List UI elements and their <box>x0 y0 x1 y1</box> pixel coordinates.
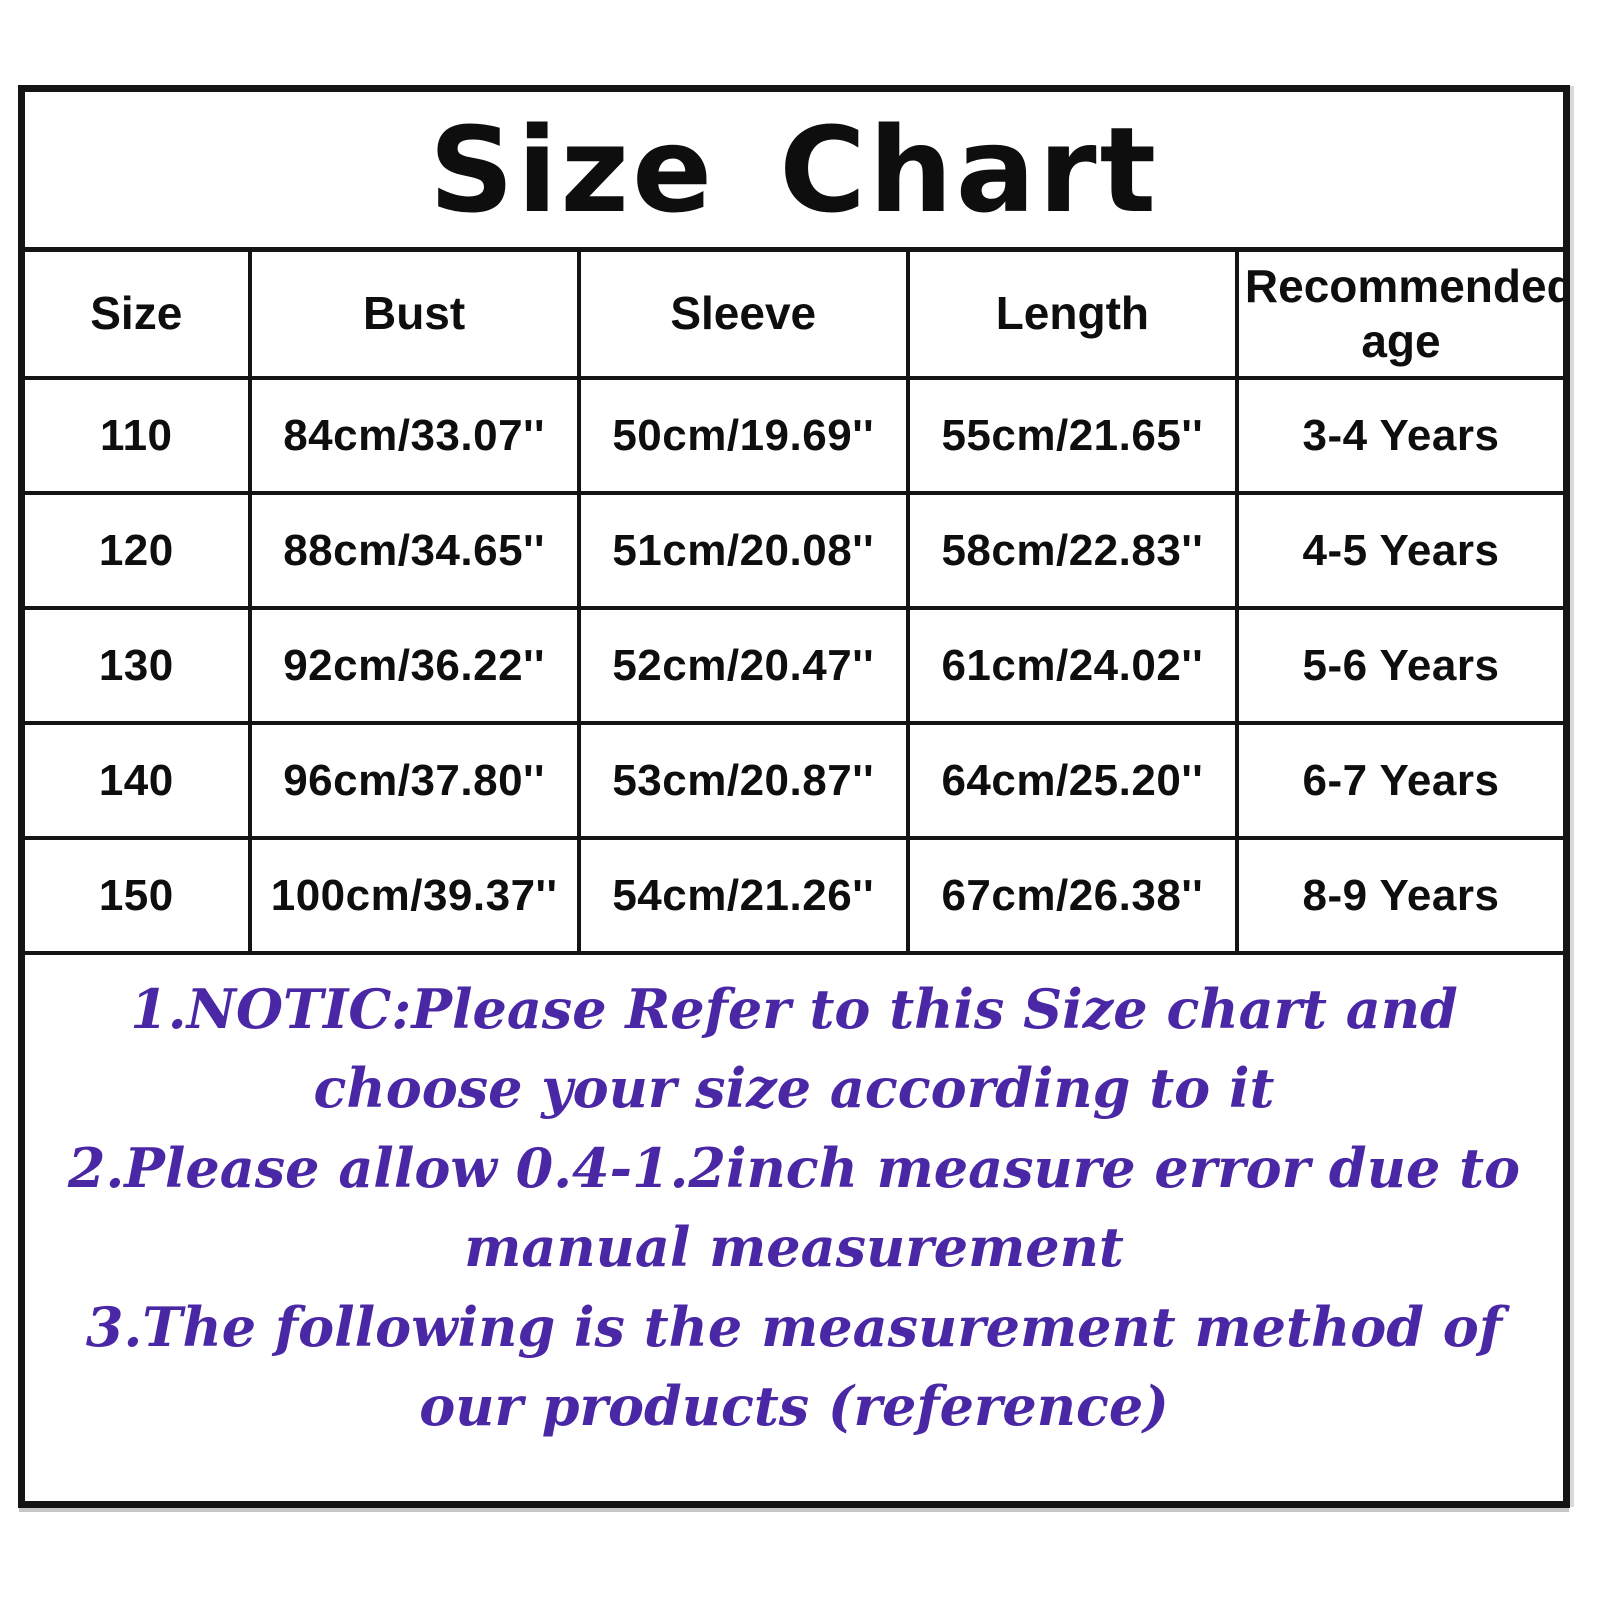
cell-length: 67cm/26.38'' <box>905 836 1239 955</box>
cell-age: 3-4 Years <box>1234 376 1563 495</box>
cell-sleeve: 53cm/20.87'' <box>576 721 910 840</box>
title-row: Size Chart <box>25 92 1563 252</box>
cell-size: 150 <box>25 836 252 955</box>
table-row-120: 120 88cm/34.65'' 51cm/20.08'' 58cm/22.83… <box>25 491 1563 610</box>
cell-sleeve: 51cm/20.08'' <box>576 491 910 610</box>
cell-size: 130 <box>25 606 252 725</box>
cell-bust: 92cm/36.22'' <box>247 606 581 725</box>
note-3: 3.The following is the measurement metho… <box>85 1295 1503 1438</box>
header-bust: Bust <box>247 252 581 380</box>
cell-sleeve: 52cm/20.47'' <box>576 606 910 725</box>
header-sleeve: Sleeve <box>576 252 910 380</box>
notes-section: 1.NOTIC:Please Refer to this Size chart … <box>25 955 1563 1446</box>
header-row: Size Bust Sleeve Length Recommended age <box>25 252 1563 380</box>
cell-bust: 88cm/34.65'' <box>247 491 581 610</box>
table-row-140: 140 96cm/37.80'' 53cm/20.87'' 64cm/25.20… <box>25 721 1563 840</box>
header-size: Size <box>25 252 252 380</box>
table-row-150: 150 100cm/39.37'' 54cm/21.26'' 67cm/26.3… <box>25 836 1563 955</box>
note-1: 1.NOTIC:Please Refer to this Size chart … <box>130 977 1458 1120</box>
header-recommended-age: Recommended age <box>1234 252 1563 380</box>
cell-length: 64cm/25.20'' <box>905 721 1239 840</box>
cell-bust: 84cm/33.07'' <box>247 376 581 495</box>
cell-size: 140 <box>25 721 252 840</box>
table-row-110: 110 84cm/33.07'' 50cm/19.69'' 55cm/21.65… <box>25 376 1563 495</box>
size-table: Size Bust Sleeve Length Recommended age … <box>25 252 1563 955</box>
cell-length: 61cm/24.02'' <box>905 606 1239 725</box>
chart-title: Size Chart <box>428 100 1160 239</box>
cell-sleeve: 50cm/19.69'' <box>576 376 910 495</box>
cell-age: 6-7 Years <box>1234 721 1563 840</box>
note-2: 2.Please allow 0.4-1.2inch measure error… <box>67 1136 1521 1279</box>
cell-size: 120 <box>25 491 252 610</box>
cell-bust: 100cm/39.37'' <box>247 836 581 955</box>
size-chart-card: Size Chart Size Bust Sleeve Length Recom… <box>18 85 1570 1508</box>
cell-age: 8-9 Years <box>1234 836 1563 955</box>
cell-age: 4-5 Years <box>1234 491 1563 610</box>
cell-bust: 96cm/37.80'' <box>247 721 581 840</box>
cell-age: 5-6 Years <box>1234 606 1563 725</box>
header-length: Length <box>905 252 1239 380</box>
table-row-130: 130 92cm/36.22'' 52cm/20.47'' 61cm/24.02… <box>25 606 1563 725</box>
cell-length: 58cm/22.83'' <box>905 491 1239 610</box>
cell-sleeve: 54cm/21.26'' <box>576 836 910 955</box>
cell-size: 110 <box>25 376 252 495</box>
cell-length: 55cm/21.65'' <box>905 376 1239 495</box>
